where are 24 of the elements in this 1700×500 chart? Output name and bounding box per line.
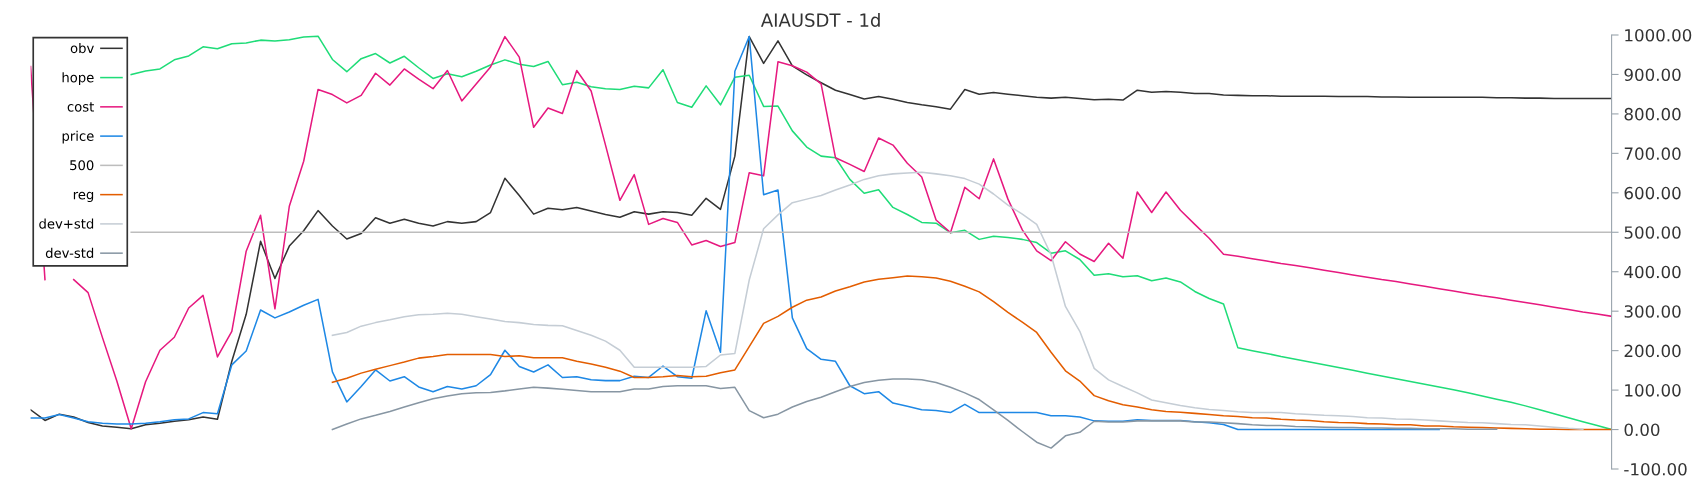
legend-label: price (62, 130, 94, 144)
y-tick-label: 300.00 (1624, 305, 1681, 318)
y-tick-label: 500.00 (1624, 226, 1681, 239)
y-tick-label: 600.00 (1624, 186, 1681, 200)
y-tick-label: 400.00 (1624, 265, 1681, 279)
y-tick-label: 200.00 (1624, 344, 1681, 358)
line-series (331, 171, 1584, 430)
legend-label: obv (70, 42, 94, 54)
line-series (331, 275, 1612, 431)
y-tick-label: -100.00 (1624, 462, 1687, 476)
y-tick-label: 100.00 (1625, 384, 1681, 397)
line-series (331, 378, 1498, 449)
legend-label: reg (73, 191, 94, 202)
y-tick-label: 1000.00 (1625, 28, 1692, 42)
legend-label: dev-std (45, 247, 94, 258)
legend-label: 500 (70, 160, 94, 171)
legend-label: hope (62, 72, 94, 85)
y-tick-label: 900.00 (1624, 68, 1681, 82)
y-tick-label: 0.00 (1624, 423, 1660, 437)
legend-label: dev+std (39, 218, 94, 229)
y-tick-label: 800.00 (1624, 107, 1681, 121)
chart-title: AIAUSDT - 1d (760, 12, 880, 27)
legend-label: cost (67, 102, 94, 112)
y-tick-label: 700.00 (1624, 147, 1681, 160)
